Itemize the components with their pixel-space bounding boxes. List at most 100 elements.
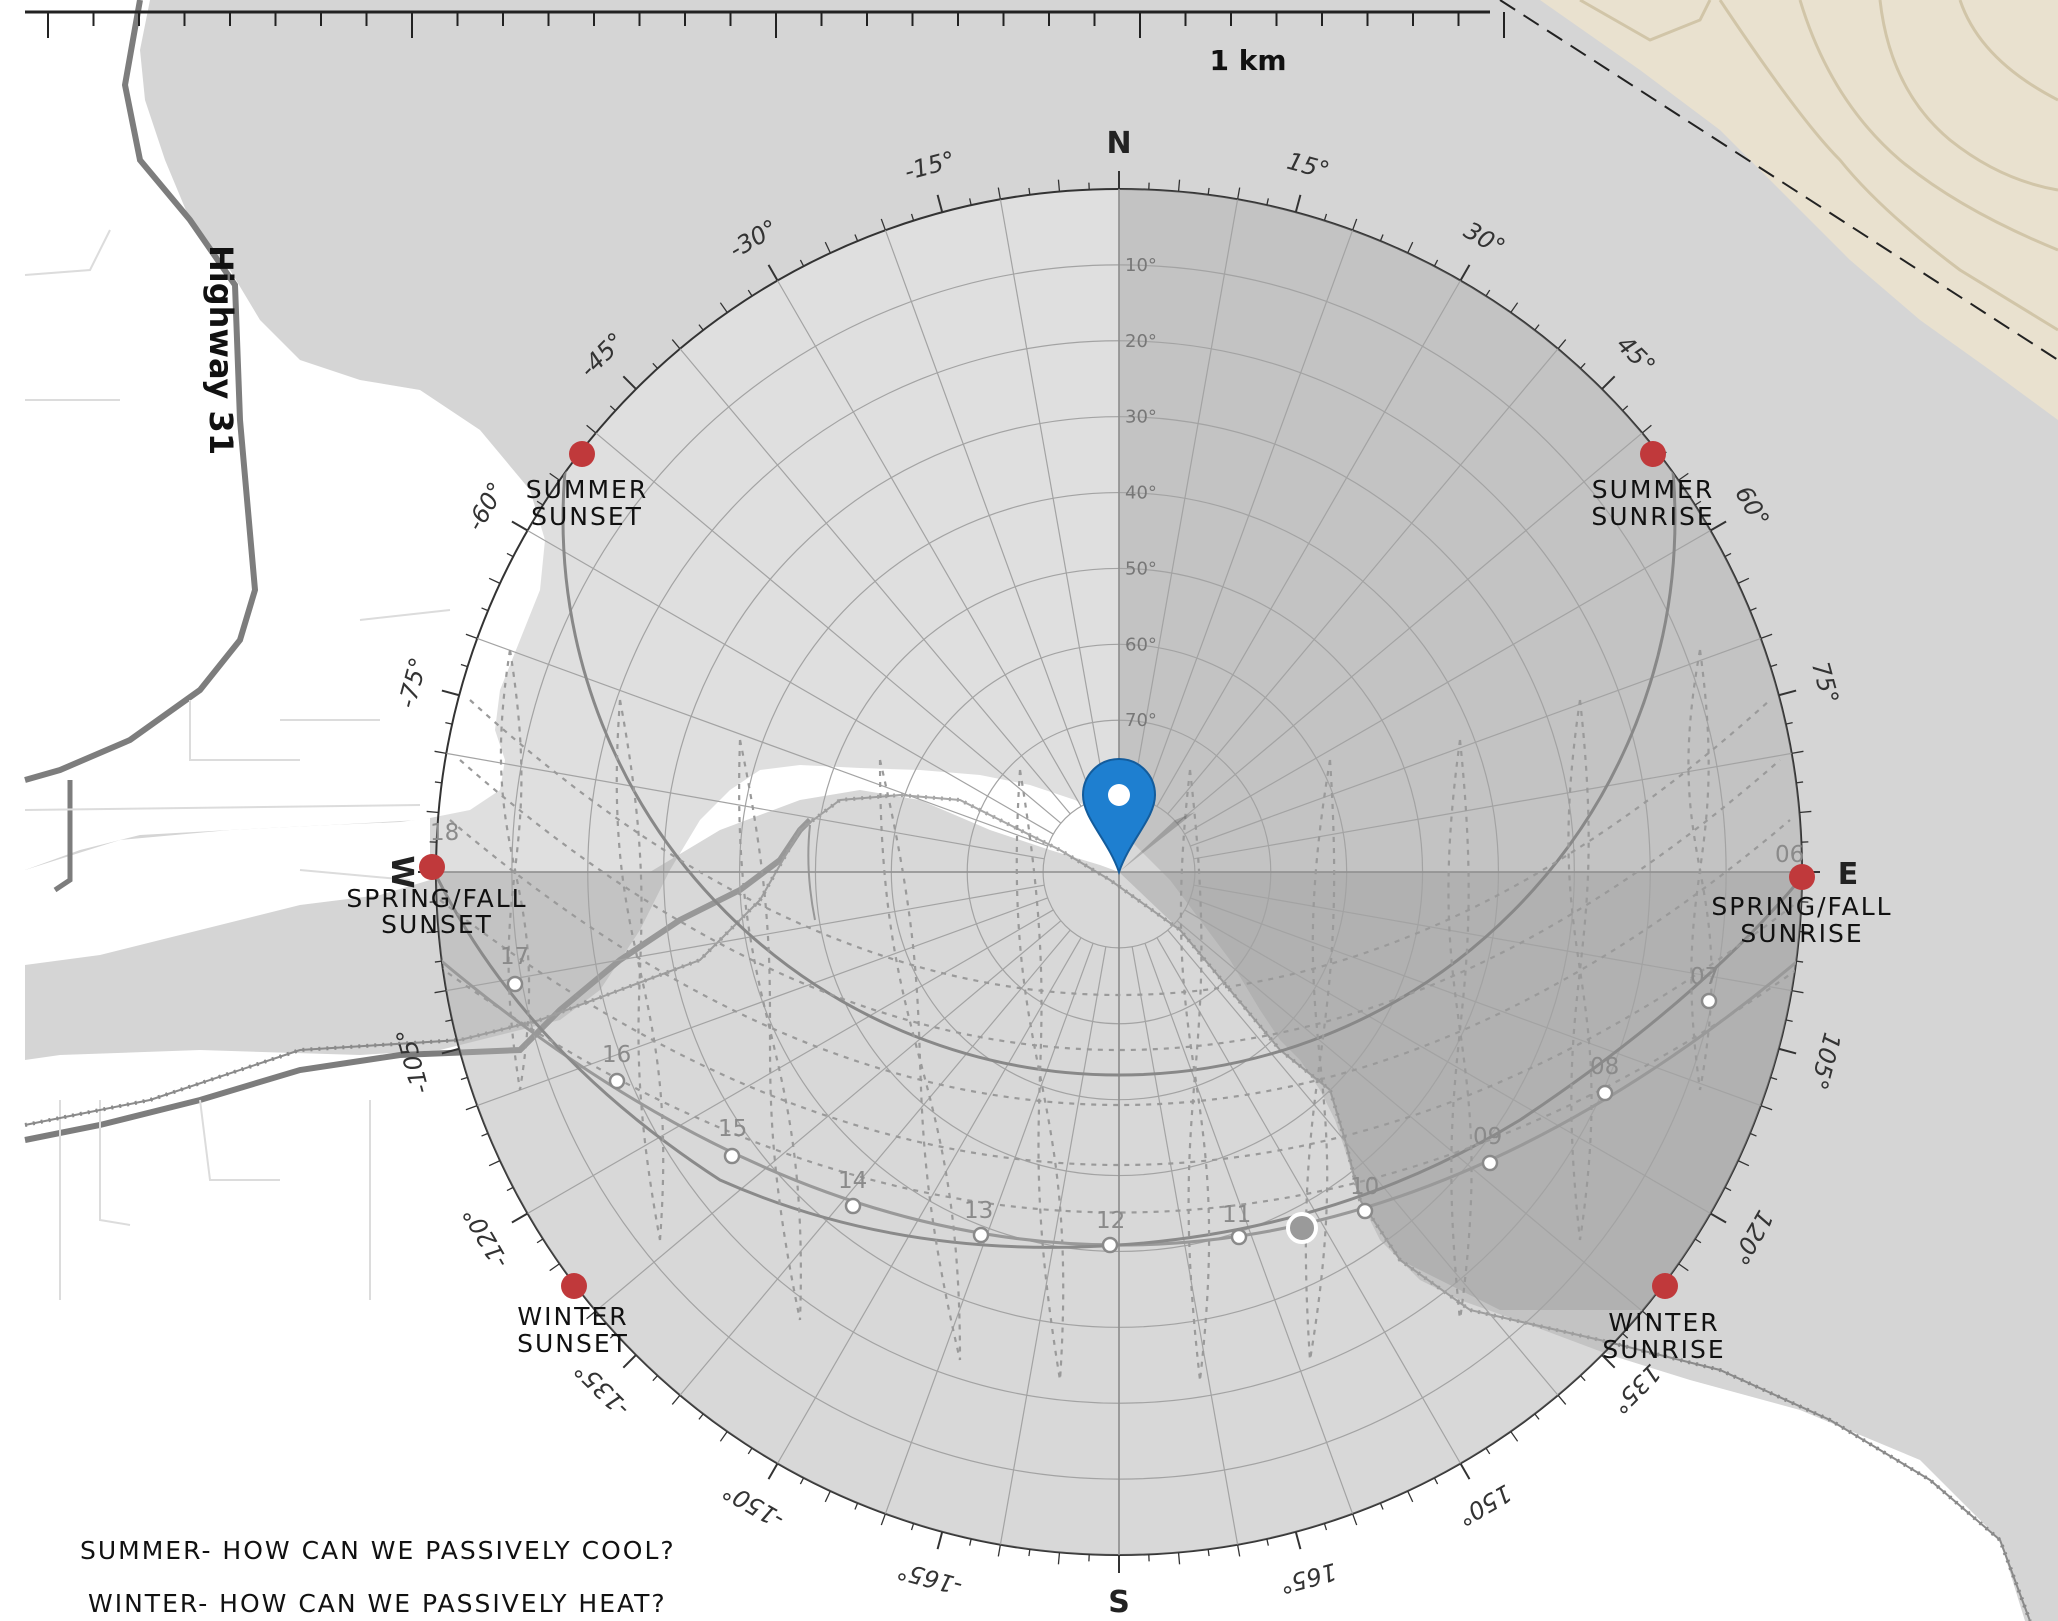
winter-sunset-line2: SUNSET (517, 1329, 629, 1358)
compass-tick (1601, 1354, 1616, 1369)
equinox-sunset-line1: SPRING/FALL (346, 884, 527, 913)
compass-tick (671, 339, 681, 350)
monthly-path (436, 959, 1802, 1214)
compass-tick (880, 1513, 887, 1526)
compass-tick (767, 264, 779, 282)
hour-point (1700, 992, 1718, 1010)
compass-tick (1724, 552, 1732, 558)
current-sun-position[interactable] (1286, 1212, 1318, 1244)
azimuth-spoke (1167, 929, 1559, 1396)
compass-tick (910, 1523, 915, 1531)
compass-tick (969, 198, 972, 206)
compass-tick (622, 1354, 637, 1369)
compass-tick (1694, 1238, 1702, 1244)
compass-tick (1351, 1513, 1358, 1526)
road-label-highway-31: Highway 31 (202, 245, 240, 455)
elevation-label: 30° (1125, 407, 1157, 428)
azimuth-spoke (884, 229, 1094, 801)
hour-analemma (738, 739, 802, 1321)
hour-label: 07 (1690, 964, 1719, 990)
hour-label: 12 (1096, 1208, 1125, 1234)
compass-tick (488, 1160, 501, 1167)
compass-tick (506, 552, 514, 558)
hour-point (608, 1072, 626, 1090)
elevation-label: 10° (1125, 255, 1157, 276)
compass-tick (1796, 960, 1804, 963)
azimuth-spoke (1193, 884, 1792, 992)
compass-tick (1459, 1462, 1471, 1480)
compass-tick (426, 930, 439, 934)
compass-tick (460, 663, 468, 668)
compass-tick (1678, 1263, 1689, 1272)
compass-tick (1177, 1552, 1181, 1565)
compass-tick (1778, 689, 1797, 697)
azimuth-spoke (1193, 752, 1792, 860)
hour-analemma (1690, 649, 1710, 1091)
compass-tick (1749, 607, 1757, 612)
elevation-label: 20° (1125, 331, 1157, 352)
cardinal-w: W (384, 855, 419, 888)
compass-tick (799, 259, 805, 267)
compass-tick (511, 1212, 529, 1224)
location-pin-icon[interactable] (1081, 758, 1157, 876)
compass-tick (1379, 234, 1384, 242)
terrain-area (1540, 0, 2058, 420)
compass-tick (1770, 663, 1778, 668)
hour-label: 15 (718, 1116, 747, 1142)
azimuth-spoke (1131, 946, 1239, 1545)
hour-point (844, 1197, 862, 1215)
azimuth-spoke (884, 943, 1094, 1515)
compass-tick (1737, 577, 1750, 584)
pin-center (1108, 784, 1130, 806)
hour-label: 16 (602, 1042, 631, 1068)
compass-tick (1236, 1544, 1241, 1557)
hour-points: 06 07 08 09 10 11 12 13 14 15 16 17 18 (430, 820, 1804, 1254)
compass-tick (1294, 1531, 1302, 1550)
equinox-sunset-dot (419, 854, 445, 880)
compass-tick (1407, 241, 1414, 254)
sun-chart: -15° 15°-30° 30°-45° 45°-60° 60°-75° 75°-105°… (346, 126, 1890, 1620)
compass-tick (1622, 405, 1629, 412)
compass-tick (622, 375, 637, 390)
hour-analemma (1567, 699, 1593, 1241)
winter-sunrise-dot (1652, 1273, 1678, 1299)
compass-tick (1351, 218, 1358, 231)
azimuth-spoke (1176, 432, 1643, 824)
summer-sunrise-line2: SUNRISE (1591, 502, 1714, 531)
compass-tick (698, 324, 704, 331)
location-marker[interactable] (1081, 758, 1195, 876)
hour-point (506, 975, 524, 993)
hour-label: 18 (430, 820, 459, 846)
hour-label: 08 (1590, 1054, 1619, 1080)
winter-question: WINTER- HOW CAN WE PASSIVELY HEAT? (88, 1589, 667, 1618)
compass-tick (609, 405, 616, 412)
compass-tick (824, 241, 831, 254)
equinox-sunrise-dot (1789, 864, 1815, 890)
hour-analemma (507, 649, 523, 1091)
compass-tick (445, 1019, 453, 1022)
compass-tick (1641, 1310, 1652, 1320)
hour-analemma (1187, 769, 1203, 1381)
compass-tick (936, 194, 944, 213)
compass-tick (1323, 1523, 1328, 1531)
compass-tick (910, 213, 915, 221)
azimuth-spoke (527, 529, 1054, 835)
hour-point (972, 1226, 990, 1244)
compass-tick (1709, 1212, 1727, 1224)
hour-label: 17 (500, 944, 529, 970)
compass-tick (936, 1531, 944, 1550)
compass-tick (1694, 500, 1702, 506)
compass-tick (1799, 930, 1812, 934)
sun-path-curves (436, 189, 1802, 1381)
monthly-path (439, 899, 1801, 1166)
compass-tick (671, 1394, 681, 1405)
compass-tick (1709, 520, 1727, 532)
hour-label: 14 (838, 1168, 867, 1194)
azimuth-spoke (679, 348, 1071, 815)
compass-tick (1785, 722, 1793, 725)
compass-tick (652, 1375, 659, 1382)
winter-sunrise-line1: WINTER (1608, 1308, 1719, 1337)
azimuth-spoke (776, 280, 1082, 807)
marker-shadow (1119, 812, 1195, 872)
